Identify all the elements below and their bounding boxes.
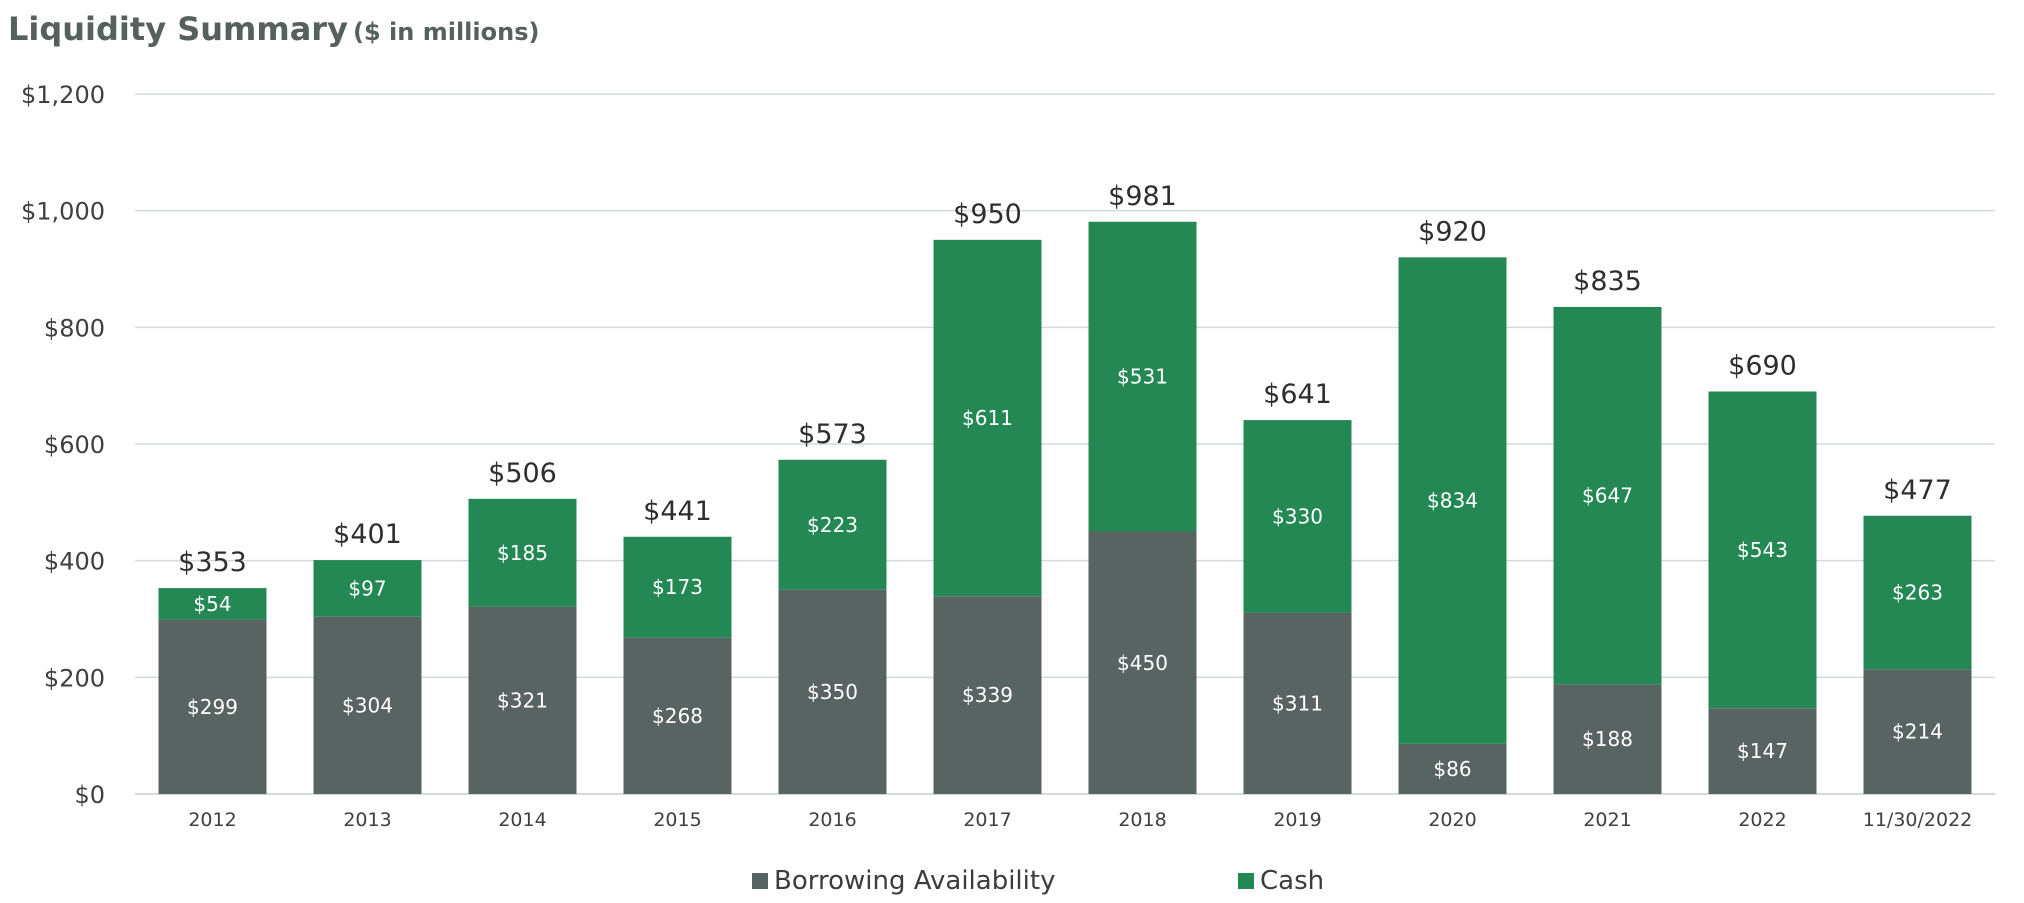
- bar-borrowing: [1553, 684, 1662, 794]
- bar-borrowing: [933, 596, 1042, 794]
- bar-borrowing: [158, 619, 267, 794]
- bar-total-label: $353: [178, 547, 247, 578]
- x-tick-label: 2022: [1738, 809, 1786, 831]
- bar-label-cash: $611: [962, 406, 1013, 430]
- bar-total-label: $477: [1883, 475, 1952, 506]
- bar-label-borrowing: $339: [962, 683, 1013, 707]
- bar-total-label: $835: [1573, 266, 1642, 297]
- bar-cash: [1553, 306, 1662, 685]
- bar-cash: [623, 536, 732, 638]
- y-tick-label: $600: [44, 431, 105, 459]
- bar-label-cash: $330: [1272, 504, 1323, 528]
- bar-label-cash: $263: [1892, 580, 1943, 604]
- bar-label-cash: $647: [1582, 484, 1633, 508]
- bar-borrowing: [778, 589, 887, 794]
- bar-label-borrowing: $350: [807, 680, 858, 704]
- x-tick-label: 2013: [343, 809, 391, 831]
- bar-label-cash: $531: [1117, 365, 1168, 389]
- bar-label-borrowing: $299: [187, 695, 238, 719]
- bar-borrowing: [313, 616, 422, 794]
- bar-cash: [1863, 515, 1972, 670]
- bar-label-cash: $543: [1737, 538, 1788, 562]
- bar-label-borrowing: $304: [342, 693, 393, 717]
- legend-label-borrowing-availability: Borrowing Availability: [774, 866, 1056, 896]
- bar-total-label: $573: [798, 419, 867, 450]
- bar-borrowing: [1243, 612, 1352, 794]
- bar-label-cash: $173: [652, 575, 703, 599]
- bar-label-borrowing: $450: [1117, 651, 1168, 675]
- bar-borrowing: [1088, 531, 1197, 794]
- y-tick-label: $400: [44, 548, 105, 576]
- bar-borrowing: [623, 637, 732, 794]
- y-tick-label: $1,000: [21, 198, 105, 226]
- legend-swatch-borrowing-availability: [752, 873, 768, 889]
- x-tick-label: 2015: [653, 809, 701, 831]
- x-tick-label: 2021: [1583, 809, 1631, 831]
- bar-total-label: $920: [1418, 216, 1487, 247]
- bar-borrowing: [468, 606, 577, 794]
- bar-cash: [1088, 221, 1197, 532]
- bar-borrowing: [1398, 743, 1507, 794]
- chart-title-main: Liquidity Summary: [8, 10, 348, 48]
- bar-total-label: $950: [953, 199, 1022, 230]
- y-tick-label: $1,200: [21, 81, 105, 109]
- x-tick-label: 2017: [963, 809, 1011, 831]
- bar-total-label: $441: [643, 496, 712, 527]
- bar-label-cash: $185: [497, 541, 548, 565]
- chart-title-units: ($ in millions): [353, 18, 540, 46]
- y-tick-label: $0: [74, 781, 105, 809]
- bar-total-label: $401: [333, 519, 402, 550]
- legend-item-cash: Cash: [1238, 866, 1324, 896]
- bar-label-cash: $223: [807, 513, 858, 537]
- bar-label-borrowing: $147: [1737, 739, 1788, 763]
- bar-total-label: $690: [1728, 351, 1797, 382]
- bar-cash: [468, 498, 577, 607]
- bar-cash: [158, 588, 267, 620]
- bar-label-borrowing: $311: [1272, 691, 1323, 715]
- bar-borrowing: [1708, 708, 1817, 794]
- x-tick-label: 2019: [1273, 809, 1321, 831]
- legend-item-borrowing-availability: Borrowing Availability: [752, 866, 1055, 896]
- bar-cash: [778, 459, 887, 590]
- bar-total-label: $981: [1108, 181, 1177, 212]
- bar-label-borrowing: $321: [497, 688, 548, 712]
- bar-label-borrowing: $268: [652, 704, 703, 728]
- x-tick-label: 2012: [188, 809, 236, 831]
- y-tick-label: $200: [44, 664, 105, 692]
- bar-cash: [1708, 391, 1817, 709]
- bar-label-cash: $834: [1427, 489, 1478, 513]
- legend-label-cash: Cash: [1260, 866, 1325, 896]
- bar-label-borrowing: $188: [1582, 727, 1633, 751]
- x-tick-label: 2014: [498, 809, 546, 831]
- bar-cash: [1243, 420, 1352, 613]
- x-tick-label: 2020: [1428, 809, 1476, 831]
- bar-total-label: $641: [1263, 379, 1332, 410]
- x-tick-label: 2018: [1118, 809, 1166, 831]
- bar-cash: [933, 239, 1042, 597]
- x-tick-label: 2016: [808, 809, 856, 831]
- y-tick-label: $800: [44, 314, 105, 342]
- chart-title: Liquidity Summary ($ in millions): [8, 10, 539, 48]
- legend-swatch-cash: [1238, 873, 1254, 889]
- bar-label-cash: $54: [193, 592, 231, 616]
- bar-total-label: $506: [488, 458, 557, 489]
- bar-label-borrowing: $86: [1433, 757, 1471, 781]
- x-tick-label: 11/30/2022: [1863, 809, 1973, 831]
- bar-borrowing: [1863, 669, 1972, 794]
- bar-label-cash: $97: [348, 576, 386, 600]
- bar-cash: [1398, 257, 1507, 744]
- bar-cash: [313, 560, 422, 617]
- bar-label-borrowing: $214: [1892, 720, 1943, 744]
